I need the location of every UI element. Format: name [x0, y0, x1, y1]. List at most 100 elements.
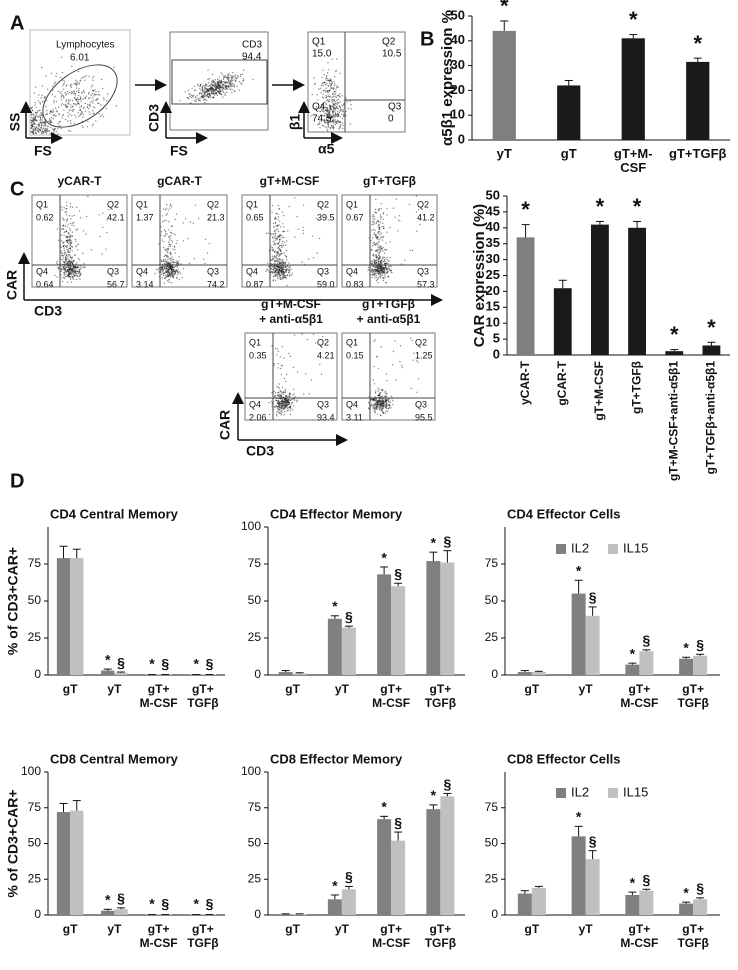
event-dot: [214, 82, 217, 84]
bar: [278, 672, 293, 675]
axis-label: CAR: [217, 410, 233, 440]
event-dot: [325, 78, 327, 80]
event-dot: [179, 272, 182, 275]
event-dot: [227, 73, 229, 76]
event-dot: [272, 269, 274, 271]
event-dot: [279, 276, 281, 279]
event-dot: [380, 232, 382, 234]
event-dot: [68, 109, 70, 111]
plot-title: gT+M-CSF: [260, 174, 320, 188]
event-dot: [235, 78, 237, 80]
event-dot: [338, 128, 340, 130]
event-dot: [273, 364, 275, 366]
event-dot: [338, 94, 340, 97]
axis-label: SS: [7, 113, 23, 132]
event-dot: [335, 102, 337, 105]
event-dot: [326, 107, 329, 110]
event-dot: [82, 230, 85, 232]
bar: [679, 903, 694, 915]
event-dot: [69, 243, 72, 246]
y-tick-label: 35: [486, 235, 500, 250]
event-dot: [379, 234, 381, 236]
event-dot: [33, 123, 35, 125]
event-dot: [73, 225, 75, 227]
event-dot: [40, 126, 42, 128]
event-dot: [332, 125, 335, 127]
event-dot: [171, 256, 173, 258]
event-dot: [229, 83, 232, 85]
event-dot: [375, 244, 377, 246]
x-tick-label: gT+ TGFβ: [424, 922, 457, 950]
plot-frame: [31, 194, 128, 288]
event-dot: [277, 395, 280, 397]
event-dot: [171, 271, 173, 273]
event-dot: [278, 412, 281, 414]
event-dot: [384, 412, 387, 414]
event-dot: [166, 250, 168, 252]
event-dot: [274, 232, 277, 234]
event-dot: [65, 100, 67, 102]
panel-label: A: [10, 12, 24, 34]
event-dot: [381, 257, 384, 260]
event-dot: [85, 216, 88, 218]
event-dot: [377, 390, 379, 392]
event-dot: [74, 95, 77, 97]
event-dot: [294, 399, 296, 401]
event-dot: [282, 268, 284, 270]
x-tick-label: yT: [334, 682, 349, 696]
event-dot: [310, 115, 312, 117]
event-dot: [395, 198, 398, 200]
event-dot: [377, 387, 379, 389]
event-dot: [40, 124, 43, 127]
event-dot: [278, 404, 281, 406]
event-dot: [276, 260, 278, 262]
event-dot: [395, 379, 397, 381]
event-dot: [279, 262, 282, 265]
event-dot: [286, 284, 288, 287]
event-dot: [330, 120, 332, 123]
event-dot: [277, 237, 279, 239]
event-dot: [388, 265, 390, 268]
event-dot: [372, 228, 375, 231]
event-dot: [374, 411, 377, 413]
event-dot: [409, 337, 412, 339]
event-dot: [313, 83, 316, 86]
event-dot: [169, 239, 171, 241]
event-dot: [37, 116, 39, 118]
event-dot: [75, 87, 78, 89]
event-dot: [31, 122, 33, 124]
event-dot: [206, 85, 208, 87]
event-dot: [339, 121, 341, 123]
event-dot: [371, 229, 373, 232]
event-dot: [270, 270, 273, 273]
event-dot: [375, 403, 377, 405]
event-dot: [337, 99, 339, 101]
bar: [639, 651, 654, 675]
event-dot: [162, 246, 165, 249]
event-dot: [327, 90, 329, 92]
event-dot: [333, 107, 335, 110]
event-dot: [168, 272, 171, 274]
event-dot: [378, 246, 380, 249]
event-dot: [216, 83, 219, 85]
event-dot: [71, 262, 74, 264]
event-dot: [172, 269, 174, 271]
event-dot: [40, 97, 42, 99]
plot-title: gCAR-T: [157, 174, 202, 188]
event-dot: [69, 251, 71, 253]
event-dot: [336, 119, 339, 122]
x-tick-label: gT+M-CSF: [613, 146, 653, 175]
significance-mark: §: [589, 589, 597, 605]
event-dot: [332, 119, 335, 122]
event-dot: [168, 281, 170, 283]
bar: [114, 672, 128, 675]
event-dot: [283, 230, 285, 232]
event-dot: [204, 238, 207, 240]
event-dot: [166, 204, 168, 206]
quadrant-value: 56.7: [107, 279, 125, 289]
y-tick-label: 30: [451, 57, 465, 72]
event-dot: [373, 233, 375, 236]
event-dot: [106, 231, 108, 234]
event-dot: [326, 129, 328, 131]
event-dot: [201, 85, 204, 88]
